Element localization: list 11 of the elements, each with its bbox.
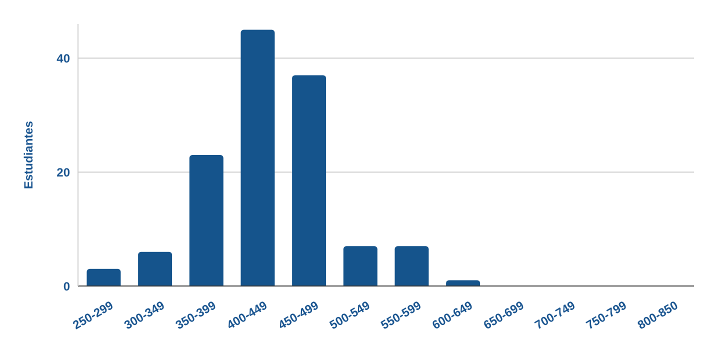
y-axis-title: Estudiantes (21, 120, 36, 190)
bar (86, 268, 121, 286)
bar (189, 155, 224, 286)
bar (292, 75, 326, 286)
bar (240, 30, 275, 286)
y-tick-label: 20 (56, 165, 70, 180)
bar (343, 246, 378, 286)
bar (394, 246, 429, 286)
y-tick-label: 40 (56, 51, 70, 66)
y-tick-label: 0 (63, 279, 70, 294)
bar (138, 252, 172, 286)
